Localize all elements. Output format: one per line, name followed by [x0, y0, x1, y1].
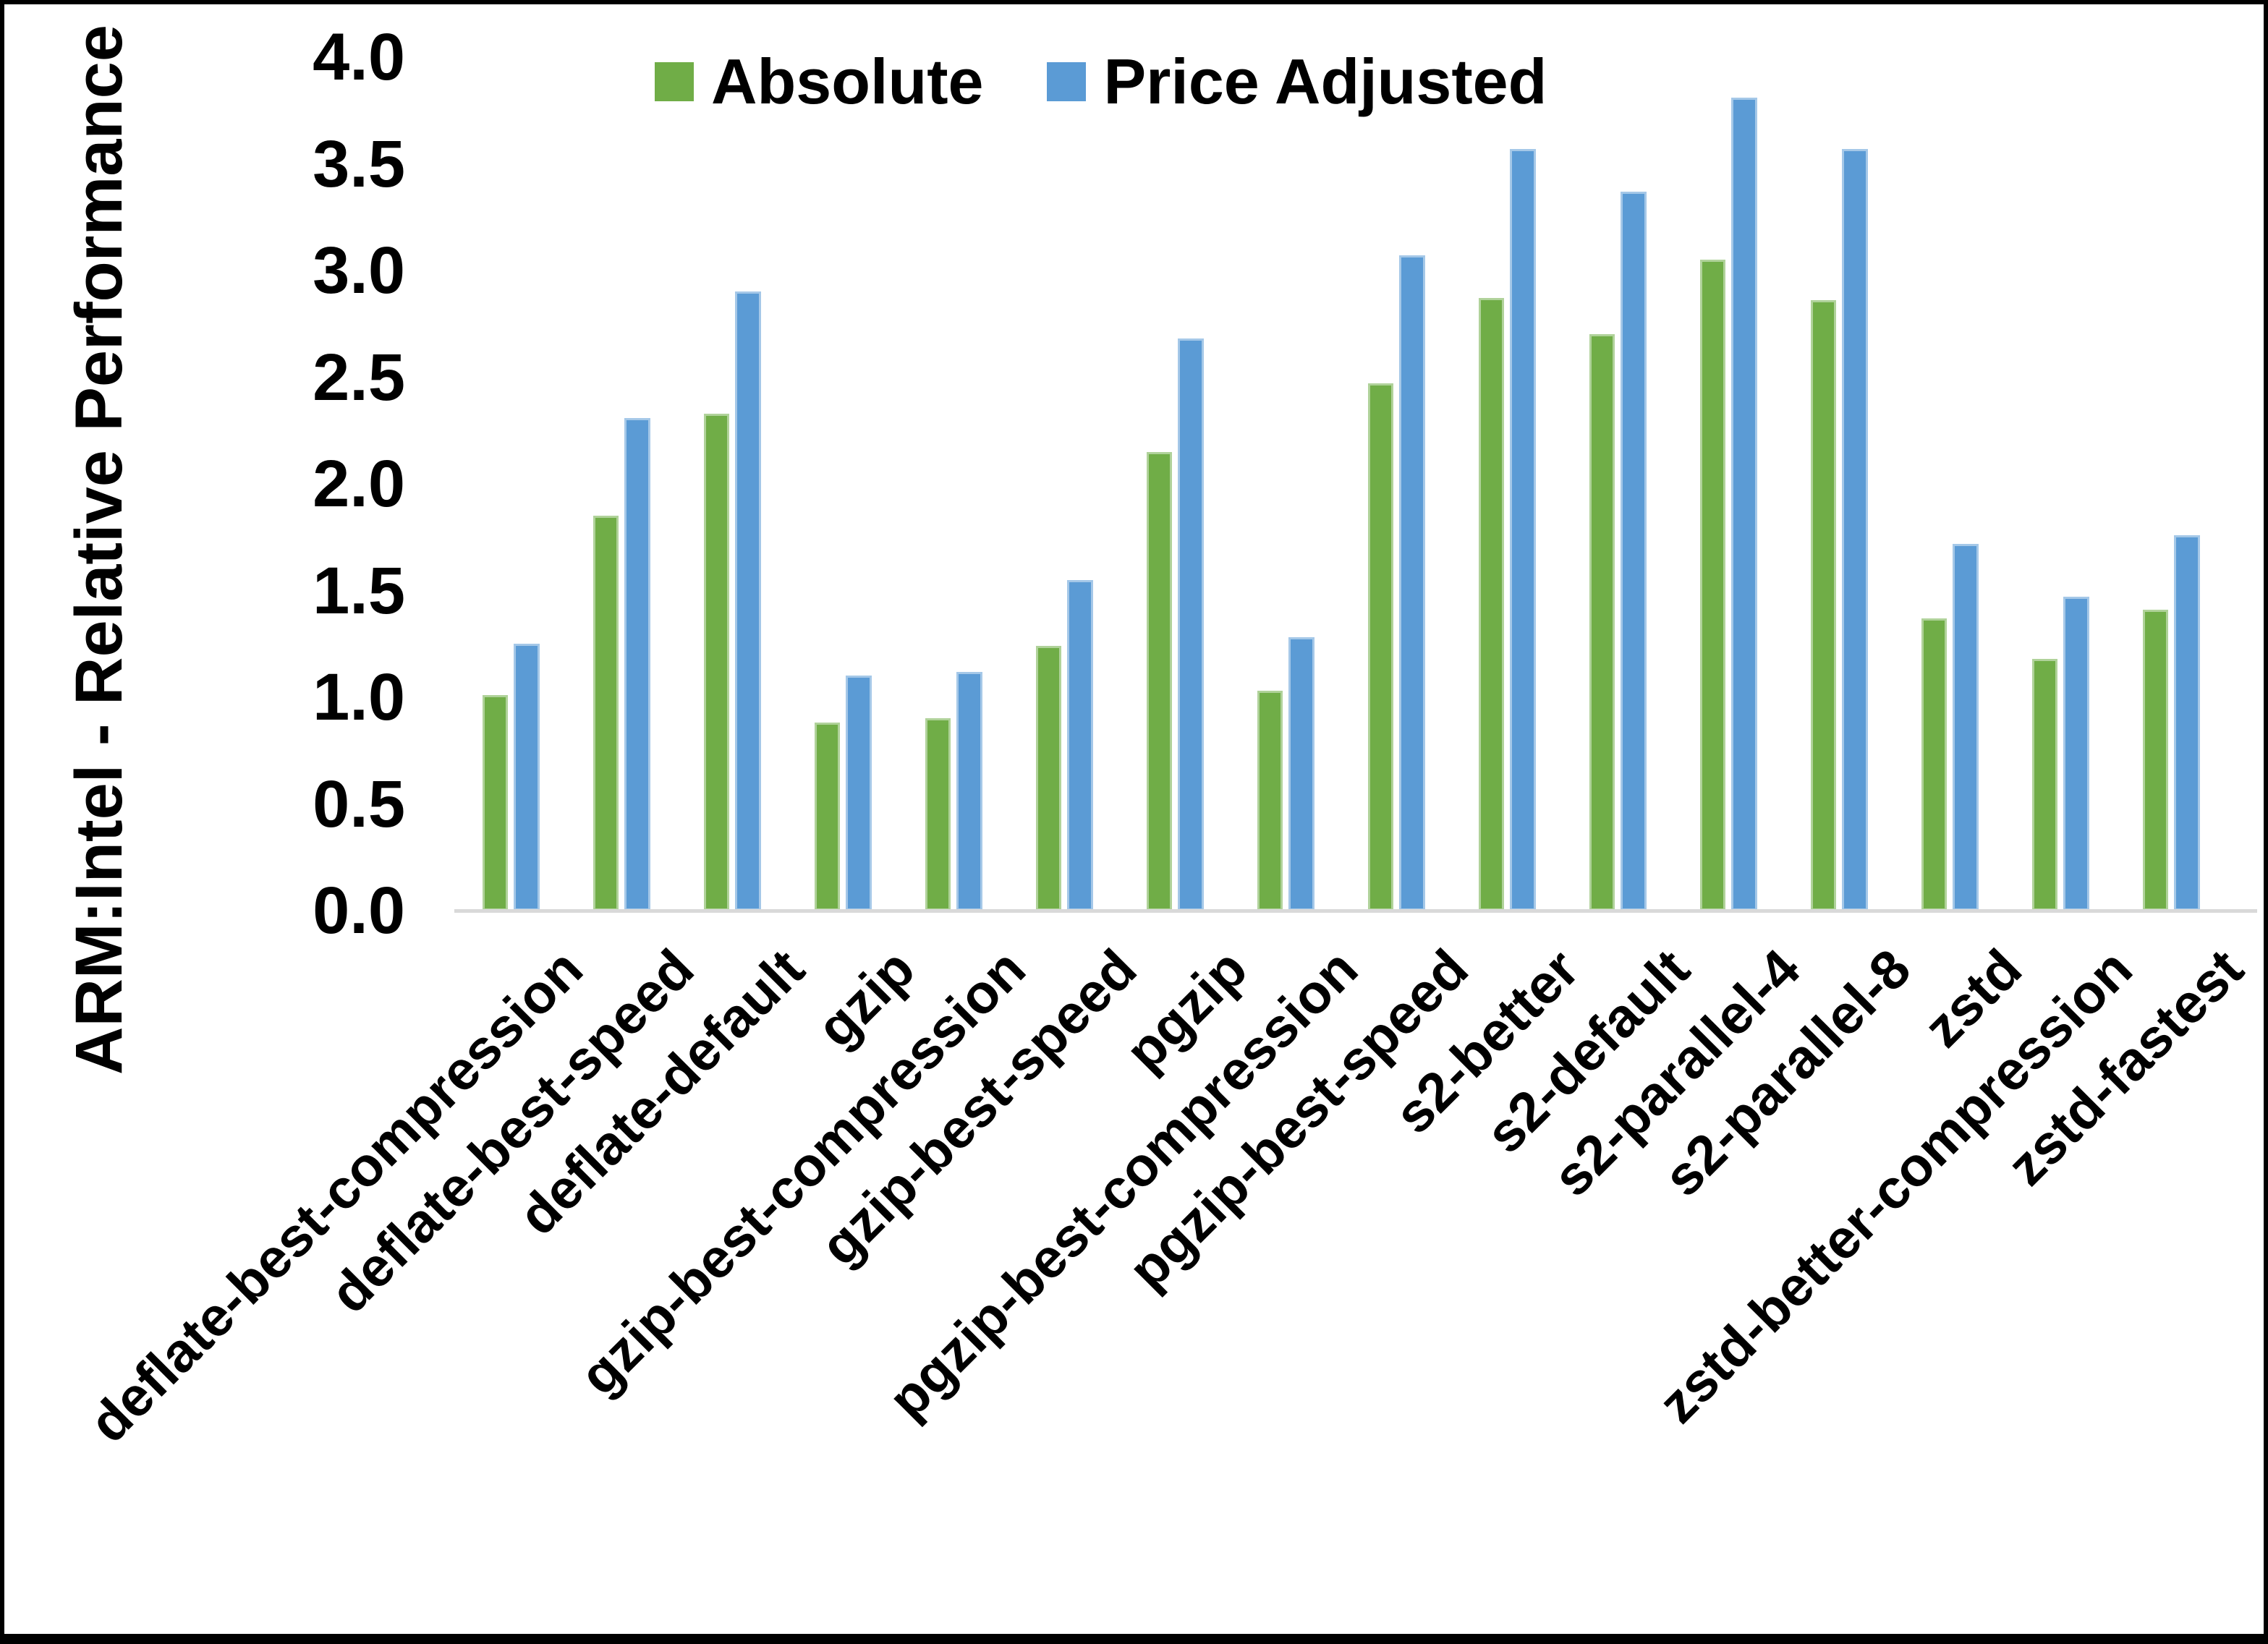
- y-tick-label: 4.0: [313, 20, 405, 94]
- legend-item-price-adjusted: Price Adjusted: [1047, 46, 1547, 117]
- y-tick-label: 0.5: [313, 767, 405, 841]
- y-tick-label: 1.0: [313, 660, 405, 734]
- bar-absolute-s2-default: [1589, 334, 1615, 911]
- bar-price-adjusted-deflate-best-speed: [624, 418, 650, 911]
- x-axis-line: [454, 909, 2257, 913]
- bar-absolute-deflate-best-speed: [593, 516, 619, 911]
- bar-price-adjusted-gzip-best-compression: [956, 672, 982, 911]
- bar-price-adjusted-s2-parallel-8: [1842, 149, 1868, 911]
- bar-absolute-s2-better: [1479, 298, 1504, 911]
- legend-label-price-adjusted: Price Adjusted: [1103, 46, 1547, 117]
- bar-price-adjusted-deflate-best-compression: [514, 644, 540, 911]
- bar-absolute-gzip: [815, 723, 840, 911]
- bar-absolute-deflate-default: [704, 414, 729, 911]
- bar-absolute-deflate-best-compression: [483, 695, 508, 911]
- bar-price-adjusted-pgzip-best-speed: [1399, 255, 1425, 911]
- y-tick-label: 2.5: [313, 340, 405, 414]
- bar-price-adjusted-gzip: [846, 676, 872, 911]
- bar-price-adjusted-s2-default: [1621, 192, 1647, 911]
- bar-absolute-zstd-fastest: [2143, 610, 2168, 911]
- bar-absolute-pgzip-best-compression: [1257, 691, 1283, 911]
- y-tick-label: 0.0: [313, 874, 405, 947]
- bar-price-adjusted-pgzip-best-compression: [1288, 637, 1314, 911]
- bar-price-adjusted-deflate-default: [735, 291, 761, 911]
- bar-absolute-zstd-better-compression: [2032, 659, 2057, 911]
- bar-price-adjusted-zstd: [1953, 544, 1979, 911]
- y-axis-title: ARM:Intel - Relative Performance: [62, 25, 136, 1075]
- y-tick-label: 3.5: [313, 127, 405, 201]
- bar-price-adjusted-gzip-best-speed: [1067, 580, 1093, 911]
- y-tick-label: 2.0: [313, 447, 405, 521]
- bar-absolute-pgzip: [1147, 452, 1172, 911]
- bar-price-adjusted-s2-parallel-4: [1731, 98, 1757, 911]
- chart-legend: Absolute Price Adjusted: [655, 46, 1547, 117]
- bar-absolute-s2-parallel-4: [1700, 260, 1725, 911]
- bar-absolute-s2-parallel-8: [1811, 300, 1836, 911]
- bar-absolute-zstd: [1921, 618, 1947, 911]
- bar-absolute-gzip-best-compression: [925, 718, 951, 911]
- bar-price-adjusted-pgzip: [1178, 338, 1204, 911]
- legend-swatch-price-adjusted: [1047, 62, 1087, 101]
- legend-label-absolute: Absolute: [711, 46, 984, 117]
- bar-price-adjusted-zstd-fastest: [2174, 535, 2200, 911]
- bar-absolute-pgzip-best-speed: [1368, 383, 1393, 911]
- bar-absolute-gzip-best-speed: [1036, 646, 1061, 911]
- bar-price-adjusted-zstd-better-compression: [2063, 597, 2089, 911]
- y-tick-label: 3.0: [313, 234, 405, 307]
- legend-item-absolute: Absolute: [655, 46, 984, 117]
- y-tick-label: 1.5: [313, 553, 405, 628]
- legend-swatch-absolute: [655, 62, 694, 101]
- bar-price-adjusted-s2-better: [1510, 149, 1536, 911]
